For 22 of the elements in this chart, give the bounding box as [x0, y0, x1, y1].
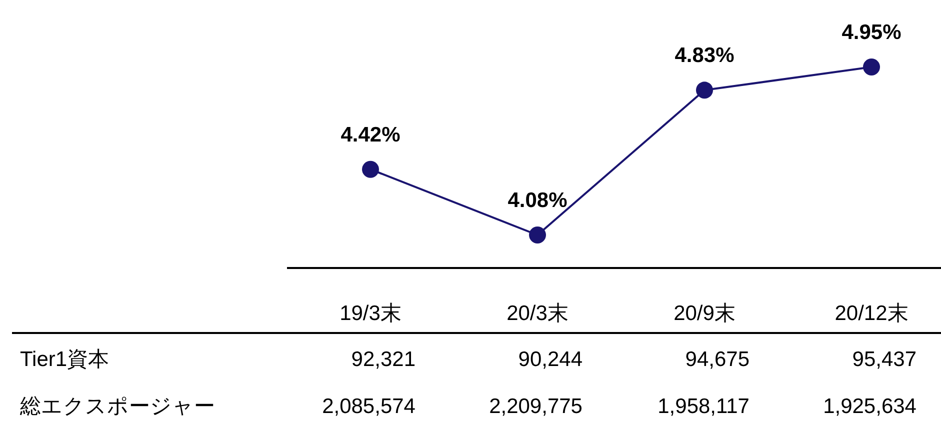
x-tick-label: 20/9末: [674, 302, 736, 325]
data-label: 4.42%: [340, 123, 401, 146]
point: [529, 226, 546, 244]
x-tick-label: 20/3末: [506, 302, 568, 325]
text: 95,437: [852, 348, 916, 371]
x-tick-label: 20/12末: [834, 302, 908, 325]
text: Tier1資本: [20, 348, 110, 371]
text: 92,321: [351, 348, 416, 371]
text: 2,085,574: [322, 395, 416, 418]
x-tick-label: 19/3末: [340, 302, 402, 325]
text: 総エクスポージャー: [19, 395, 215, 418]
text: 90,244: [518, 348, 583, 371]
data-label: 4.95%: [842, 21, 902, 44]
point: [362, 160, 379, 178]
text: 94,675: [685, 348, 750, 371]
point: [696, 82, 713, 99]
text: 1,958,117: [658, 395, 750, 418]
text: 2,209,775: [489, 395, 582, 418]
point: [863, 58, 880, 76]
data-label: 4.08%: [508, 189, 568, 212]
data-label: 4.83%: [674, 44, 735, 68]
text: 1,925,634: [823, 395, 917, 418]
